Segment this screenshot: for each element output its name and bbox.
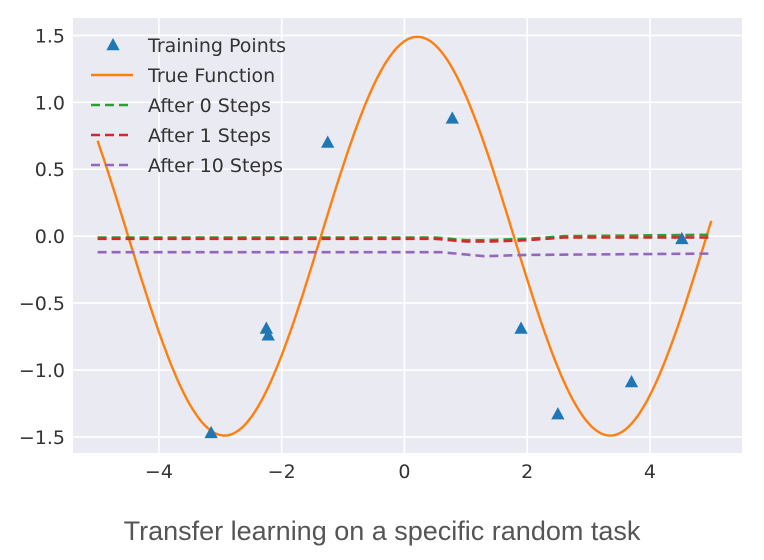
y-tick-label: −1.5 — [19, 427, 65, 449]
training-point — [624, 375, 639, 388]
y-tick-label: 0.0 — [35, 226, 65, 248]
legend-label-after-1-steps: After 1 Steps — [148, 125, 271, 147]
legend-label-training-points: Training Points — [147, 35, 286, 57]
x-tick-label: −2 — [268, 461, 296, 483]
training-point — [204, 425, 218, 439]
y-tick-label: 0.5 — [35, 159, 65, 181]
series-after-1-steps — [97, 236, 712, 243]
y-axis: 1.5 1.0 0.5 0.0 −0.5 −1.0 −1.5 — [19, 25, 65, 449]
training-point — [445, 111, 459, 124]
y-tick-label: −0.5 — [19, 293, 65, 315]
series-true-function — [96, 35, 713, 437]
series-after-10-steps — [97, 250, 712, 258]
legend-label-after-0-steps: After 0 Steps — [148, 95, 271, 117]
x-tick-label: 2 — [521, 461, 533, 483]
x-axis: −4 −2 0 2 4 — [145, 461, 656, 483]
grid-lines — [73, 18, 742, 453]
training-point — [259, 321, 273, 334]
y-tick-label: −1.0 — [19, 360, 65, 382]
x-tick-label: −4 — [145, 461, 173, 483]
legend-label-true-function: True Function — [147, 65, 275, 87]
caption: Transfer learning on a specific random t… — [123, 516, 641, 546]
y-tick-label: 1.0 — [35, 92, 65, 114]
training-point — [551, 407, 565, 420]
training-point — [514, 321, 528, 334]
chart: 1.5 1.0 0.5 0.0 −0.5 −1.0 −1.5 −4 −2 0 2 4 Trainin… — [19, 18, 742, 483]
x-tick-label: 4 — [644, 461, 656, 483]
legend-marker-training-points — [106, 38, 120, 51]
legend: Training Points True Function After 0 Step… — [91, 35, 286, 177]
training-point — [261, 328, 275, 341]
training-points — [204, 111, 689, 439]
training-point — [675, 231, 689, 245]
series-lines — [96, 35, 713, 437]
legend-label-after-10-steps: After 10 Steps — [148, 155, 283, 177]
training-point — [321, 135, 335, 148]
y-tick-label: 1.5 — [35, 25, 65, 47]
x-tick-label: 0 — [398, 461, 410, 483]
